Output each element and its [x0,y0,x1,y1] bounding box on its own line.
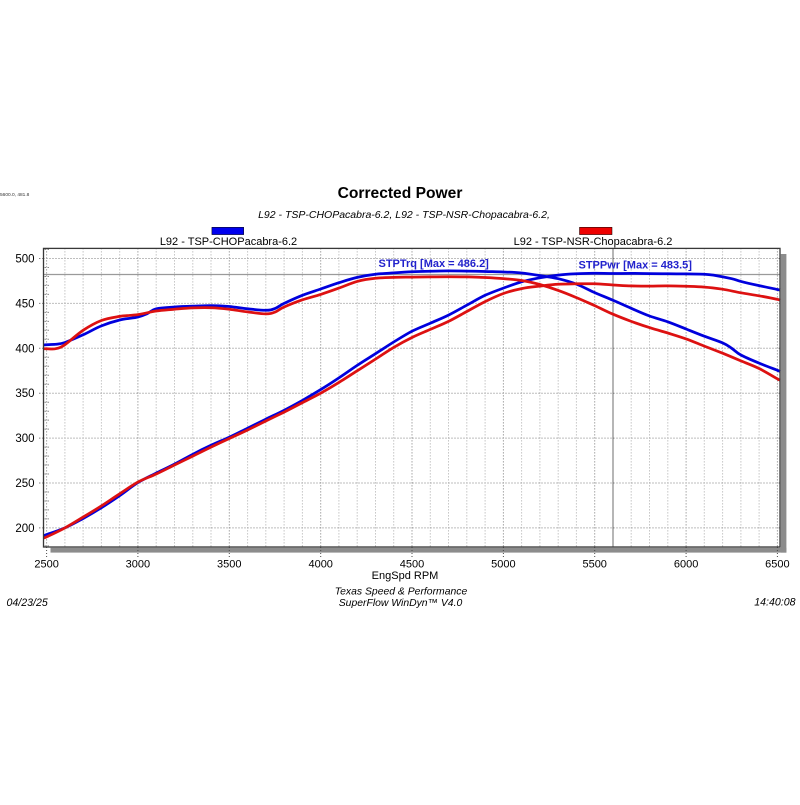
svg-text:3500: 3500 [217,559,241,571]
svg-text:L92 - TSP-CHOPacabra-6.2, L92: L92 - TSP-CHOPacabra-6.2, L92 - TSP-NSR-… [258,209,550,221]
svg-text:300: 300 [15,433,34,445]
svg-text:500: 500 [15,254,34,266]
svg-text:5500: 5500 [582,559,606,571]
svg-text:450: 450 [15,298,34,310]
svg-text:4000: 4000 [308,559,332,571]
svg-text:6000: 6000 [674,559,698,571]
svg-text:14:40:08: 14:40:08 [754,597,795,609]
svg-text:5600.0, 481.8: 5600.0, 481.8 [0,192,30,198]
svg-text:250: 250 [15,478,34,490]
svg-text:200: 200 [15,523,34,535]
svg-text:Texas Speed & Performance: Texas Speed & Performance [335,587,468,598]
svg-text:STPPwr [Max = 483.5]: STPPwr [Max = 483.5] [579,260,693,272]
svg-text:4500: 4500 [400,559,424,571]
svg-text:L92 - TSP-NSR-Chopacabra-6.2: L92 - TSP-NSR-Chopacabra-6.2 [514,236,673,248]
svg-text:400: 400 [15,343,34,355]
svg-text:2500: 2500 [34,559,58,571]
svg-text:5000: 5000 [491,559,515,571]
svg-text:L92 - TSP-CHOPacabra-6.2: L92 - TSP-CHOPacabra-6.2 [160,236,297,248]
svg-text:3000: 3000 [126,559,150,571]
svg-text:STPTrq [Max = 486.2]: STPTrq [Max = 486.2] [379,258,490,270]
svg-text:EngSpd RPM: EngSpd RPM [372,570,439,582]
svg-text:Corrected Power: Corrected Power [338,185,463,202]
svg-text:04/23/25: 04/23/25 [7,597,48,609]
svg-text:350: 350 [15,388,34,400]
svg-text:SuperFlow WinDyn™ V4.0: SuperFlow WinDyn™ V4.0 [339,598,463,609]
svg-text:6500: 6500 [765,559,789,571]
